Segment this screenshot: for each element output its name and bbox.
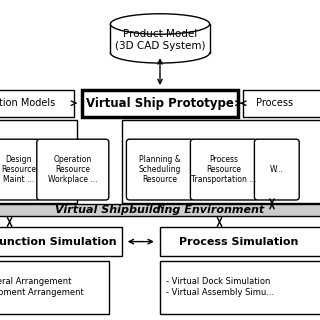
Text: Product Model
(3D CAD System): Product Model (3D CAD System) bbox=[115, 29, 205, 51]
Text: Process: Process bbox=[256, 98, 293, 108]
FancyBboxPatch shape bbox=[160, 227, 320, 256]
Ellipse shape bbox=[110, 14, 210, 34]
Text: Function Simulation: Function Simulation bbox=[0, 236, 117, 247]
FancyBboxPatch shape bbox=[243, 90, 320, 117]
FancyBboxPatch shape bbox=[254, 139, 299, 200]
Text: Virtual Ship Prototype: Virtual Ship Prototype bbox=[86, 97, 234, 110]
FancyBboxPatch shape bbox=[160, 261, 320, 314]
Text: Planning &
Scheduling
Resource: Planning & Scheduling Resource bbox=[139, 155, 181, 185]
FancyBboxPatch shape bbox=[0, 139, 40, 200]
FancyBboxPatch shape bbox=[0, 261, 109, 314]
Text: W...: W... bbox=[270, 165, 284, 174]
FancyBboxPatch shape bbox=[0, 120, 77, 203]
FancyBboxPatch shape bbox=[0, 204, 320, 216]
Text: Process Simulation: Process Simulation bbox=[179, 236, 299, 247]
FancyBboxPatch shape bbox=[37, 139, 109, 200]
FancyBboxPatch shape bbox=[0, 227, 122, 256]
FancyBboxPatch shape bbox=[0, 90, 74, 117]
FancyBboxPatch shape bbox=[122, 120, 320, 203]
FancyBboxPatch shape bbox=[126, 139, 194, 200]
Text: - General Arrangement
- Equipment Arrangement: - General Arrangement - Equipment Arrang… bbox=[0, 277, 84, 297]
FancyBboxPatch shape bbox=[82, 90, 238, 117]
Text: Process
Resource
Transportation ...: Process Resource Transportation ... bbox=[191, 155, 257, 185]
Text: Design
Resource
Maint ...: Design Resource Maint ... bbox=[1, 155, 36, 185]
Text: Operation
Resource
Workplace ...: Operation Resource Workplace ... bbox=[48, 155, 98, 185]
Polygon shape bbox=[110, 24, 210, 53]
Text: Virtual Shipbuilding Environment: Virtual Shipbuilding Environment bbox=[55, 205, 265, 215]
FancyBboxPatch shape bbox=[190, 139, 258, 200]
Text: - Virtual Dock Simulation
- Virtual Assembly Simu...: - Virtual Dock Simulation - Virtual Asse… bbox=[166, 277, 275, 297]
Text: tion Models: tion Models bbox=[0, 98, 55, 108]
